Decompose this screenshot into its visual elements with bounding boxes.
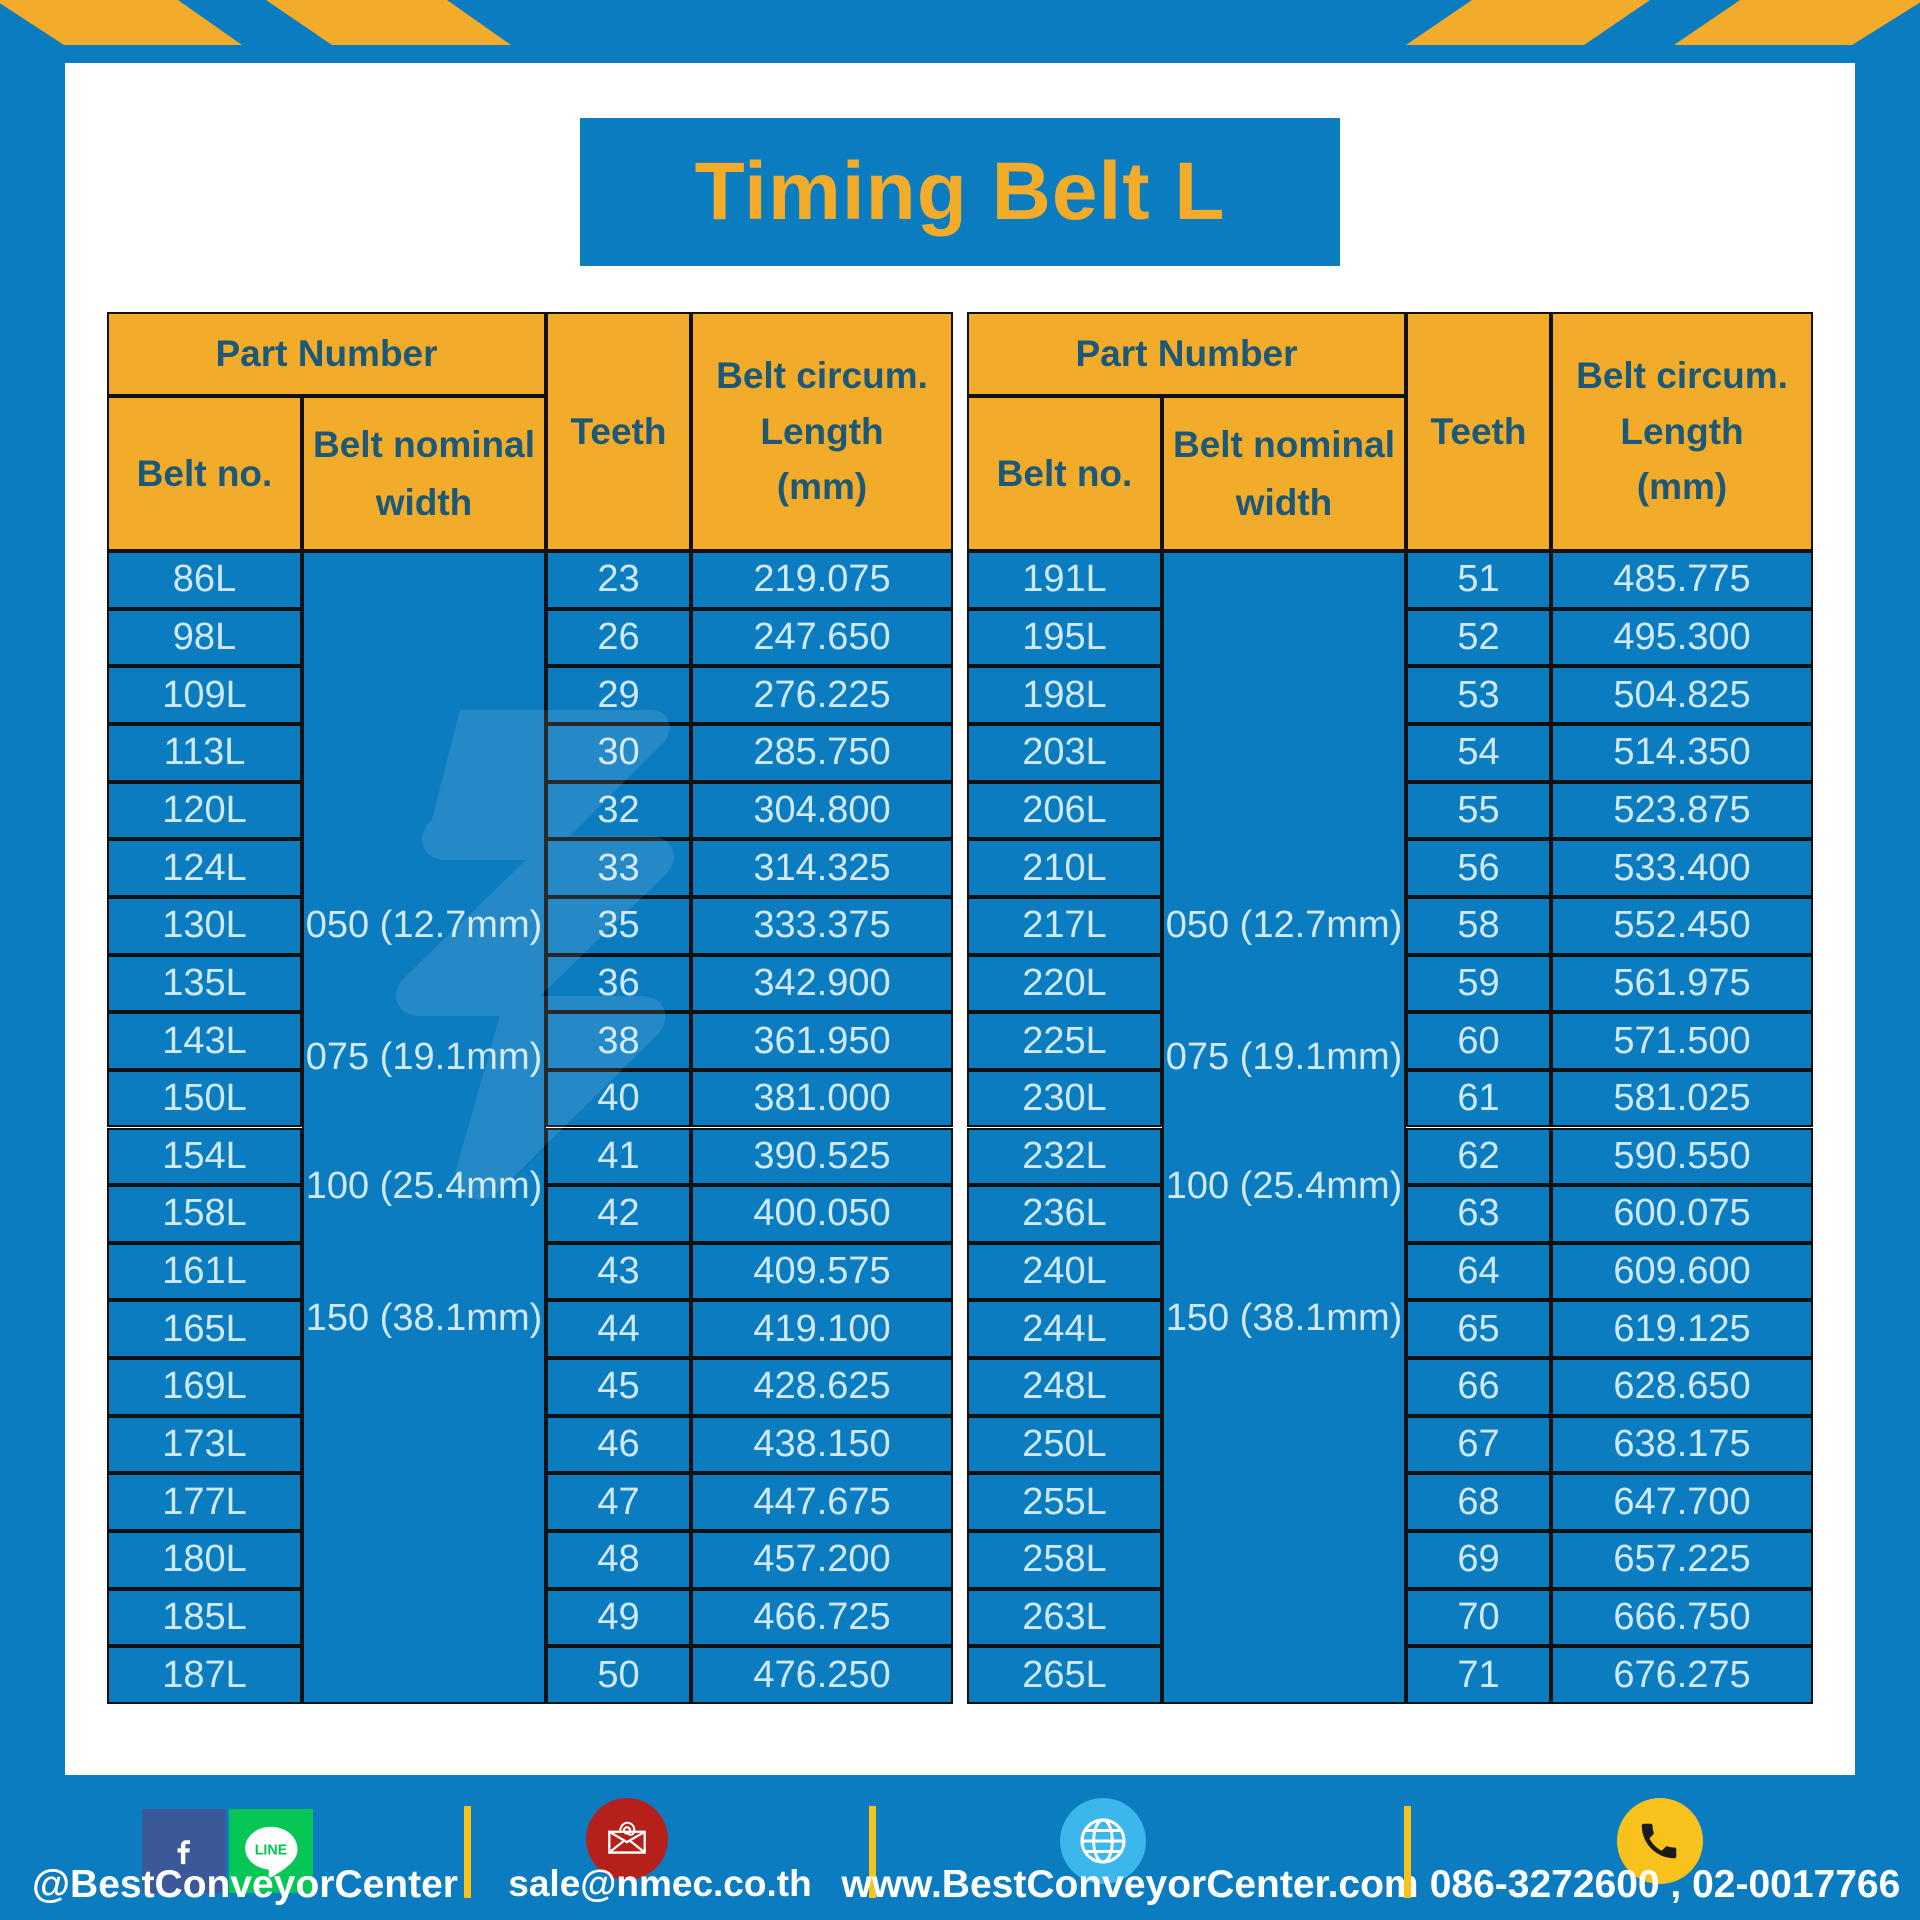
svg-text:LINE: LINE: [255, 1842, 288, 1858]
